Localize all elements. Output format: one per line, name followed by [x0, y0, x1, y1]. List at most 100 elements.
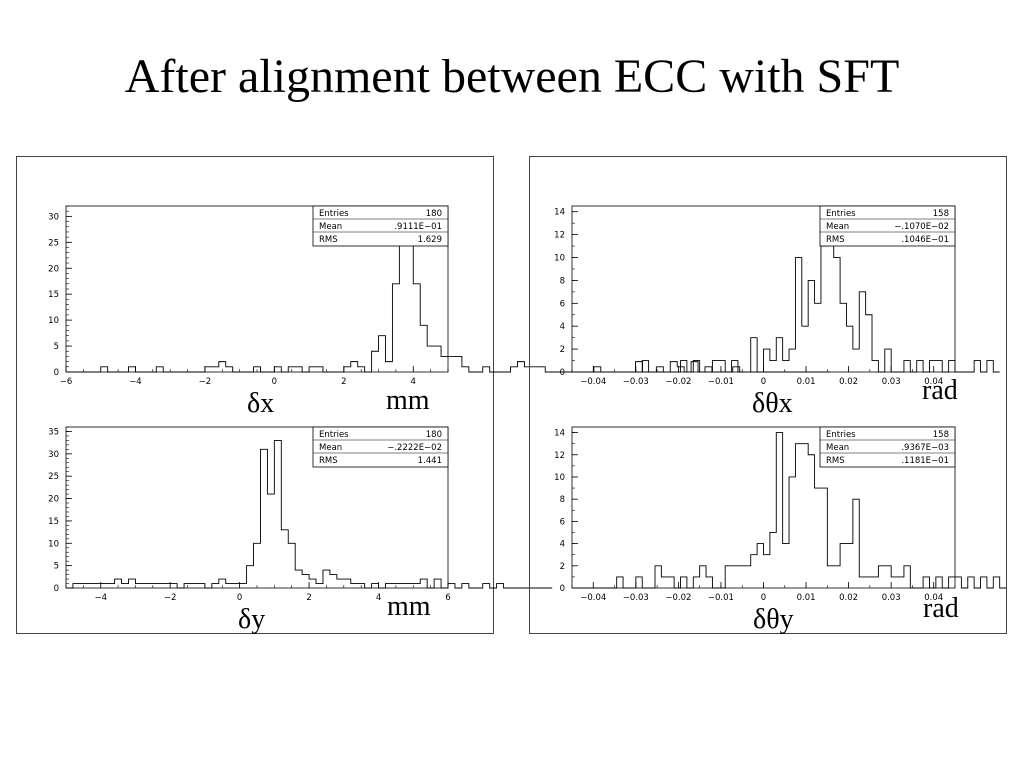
dx-ytick-label: 0: [54, 368, 59, 378]
dx-stat-rms-value: 1.629: [418, 235, 442, 245]
dthy-stat-rms-label: RMS: [826, 456, 845, 466]
dthx-ytick-label: 8: [560, 276, 565, 286]
dx-stat-rms-label: RMS: [319, 235, 338, 245]
dx-ytick-label: 5: [54, 342, 59, 352]
dthx-ytick-label: 10: [554, 254, 565, 264]
dthy-ytick-label: 8: [560, 495, 565, 505]
dthx-histogram-bars: [572, 222, 1000, 373]
dthy-xtick-label: 0.04: [924, 593, 943, 603]
dx-stats-box: Entries 180 Mean .9111E−01 RMS 1.629: [312, 205, 449, 247]
dthy-ytick-label: 14: [554, 429, 565, 439]
dthx-stat-mean-label: Mean: [826, 222, 849, 232]
dthy-ytick-label: 6: [560, 517, 565, 527]
dy-ytick-label: 15: [48, 517, 59, 527]
dthy-stat-mean-value: .9367E−03: [901, 443, 949, 453]
page-title: After alignment between ECC with SFT: [124, 50, 900, 103]
dx-unit-label: mm: [386, 385, 430, 416]
dthx-unit-label: rad: [922, 375, 958, 406]
dy-stat-rms-label: RMS: [319, 456, 338, 466]
dthy-stats-box: Entries 158 Mean .9367E−03 RMS .1181E−01: [819, 426, 956, 468]
dthx-xtick-label: −0.02: [665, 377, 691, 387]
dthy-axis-label: δθy: [753, 604, 794, 635]
dthy-histogram: −0.04 −0.03 −0.02 −0.01 0 0.01 0.02 0.03 0.04 0 2 4…: [554, 426, 1007, 603]
dx-xtick-label: −4: [129, 377, 142, 387]
dy-stats-frame: [312, 426, 449, 468]
dx-xtick-label: 4: [411, 377, 416, 387]
dthy-xtick-label: −0.02: [665, 593, 691, 603]
dx-stat-mean-value: .9111E−01: [394, 222, 442, 232]
dthx-histogram: −0.04 −0.03 −0.02 −0.01 0 0.01 0.02 0.03 0.04 0 2 4…: [554, 205, 1000, 387]
dthx-xtick-label: 0.02: [839, 377, 858, 387]
dthx-stat-mean-value: −.1070E−02: [894, 222, 949, 232]
dy-ytick-label: 10: [48, 539, 59, 549]
dthx-stat-rms-label: RMS: [826, 235, 845, 245]
dx-stat-entries-value: 180: [426, 209, 442, 219]
dx-ytick-label: 30: [48, 212, 59, 222]
dy-stat-mean-label: Mean: [319, 443, 342, 453]
dy-xtick-label: 4: [376, 593, 381, 603]
dthy-stat-entries-label: Entries: [826, 430, 856, 440]
dy-xtick-label: 0: [237, 593, 242, 603]
dthx-stats-frame: [819, 205, 956, 247]
dx-xtick-label: −2: [199, 377, 212, 387]
dy-xtick-label: −4: [94, 593, 107, 603]
dy-histogram: −4 −2 0 2 4 6 0 5 10 15 20 25 30 35 Entries 180 Mean −.22…: [48, 426, 553, 603]
dthy-xtick-label: −0.01: [708, 593, 734, 603]
dy-ytick-label: 5: [54, 562, 59, 572]
dthx-ytick-label: 14: [554, 208, 565, 218]
right-plots: −0.04 −0.03 −0.02 −0.01 0 0.01 0.02 0.03 0.04 0 2 4…: [554, 205, 1007, 603]
dthx-ytick-label: 0: [560, 368, 565, 378]
dy-axis-label: δy: [238, 604, 266, 635]
right-panel: −0.04 −0.03 −0.02 −0.01 0 0.01 0.02 0.03 0.04 0 2 4…: [529, 156, 1007, 634]
dy-xtick-label: 6: [445, 593, 450, 603]
dy-xtick-label: 2: [306, 593, 311, 603]
dthx-ytick-label: 6: [560, 299, 565, 309]
dthx-ytick-label: 4: [560, 322, 565, 332]
dthx-xtick-label: 0.04: [924, 377, 943, 387]
dy-stat-rms-value: 1.441: [418, 456, 442, 466]
dthy-stat-mean-label: Mean: [826, 443, 849, 453]
dy-ytick-label: 35: [48, 427, 59, 437]
dthx-stat-rms-value: .1046E−01: [901, 235, 949, 245]
dy-histogram-bars: [66, 439, 553, 589]
dx-xtick-label: 0: [272, 377, 277, 387]
dthx-xtick-label: 0: [761, 377, 766, 387]
dy-stat-entries-value: 180: [426, 430, 442, 440]
dthx-xtick-label: 0.03: [882, 377, 901, 387]
dx-histogram-bars: [66, 215, 830, 373]
dx-ytick-label: 25: [48, 238, 59, 248]
dthy-ytick-label: 4: [560, 540, 565, 550]
dthy-ytick-label: 10: [554, 473, 565, 483]
dy-stat-entries-label: Entries: [319, 430, 349, 440]
dx-stat-mean-label: Mean: [319, 222, 342, 232]
dthx-xtick-label: −0.01: [708, 377, 734, 387]
dthy-stat-rms-value: .1181E−01: [901, 456, 949, 466]
dthy-xtick-label: −0.03: [623, 593, 649, 603]
dthy-ytick-label: 0: [560, 584, 565, 594]
dy-stat-mean-value: −.2222E−02: [387, 443, 442, 453]
dx-ytick-label: 20: [48, 264, 59, 274]
dx-stats-frame: [312, 205, 449, 247]
dx-ytick-label: 10: [48, 316, 59, 326]
dthx-xtick-label: 0.01: [797, 377, 816, 387]
dy-stats-box: Entries 180 Mean −.2222E−02 RMS 1.441: [312, 426, 449, 468]
dthy-xtick-label: −0.04: [580, 593, 606, 603]
dy-ytick-label: 30: [48, 450, 59, 460]
dy-xtick-label: −2: [164, 593, 177, 603]
dy-unit-label: mm: [387, 591, 431, 622]
dthy-stat-entries-value: 158: [933, 430, 949, 440]
dthy-histogram-bars: [572, 432, 1007, 589]
dthx-axis-label: δθx: [752, 388, 793, 419]
dthy-ytick-label: 12: [554, 451, 565, 461]
dx-ytick-label: 15: [48, 290, 59, 300]
dy-ytick-label: 20: [48, 495, 59, 505]
dthx-xtick-label: −0.03: [623, 377, 649, 387]
dx-xtick-label: 2: [341, 377, 346, 387]
dthy-xtick-label: 0: [761, 593, 766, 603]
dthy-unit-label: rad: [923, 593, 959, 624]
dthx-stat-entries-label: Entries: [826, 209, 856, 219]
dthy-ytick-label: 2: [560, 562, 565, 572]
dx-stat-entries-label: Entries: [319, 209, 349, 219]
dy-ytick-label: 25: [48, 472, 59, 482]
